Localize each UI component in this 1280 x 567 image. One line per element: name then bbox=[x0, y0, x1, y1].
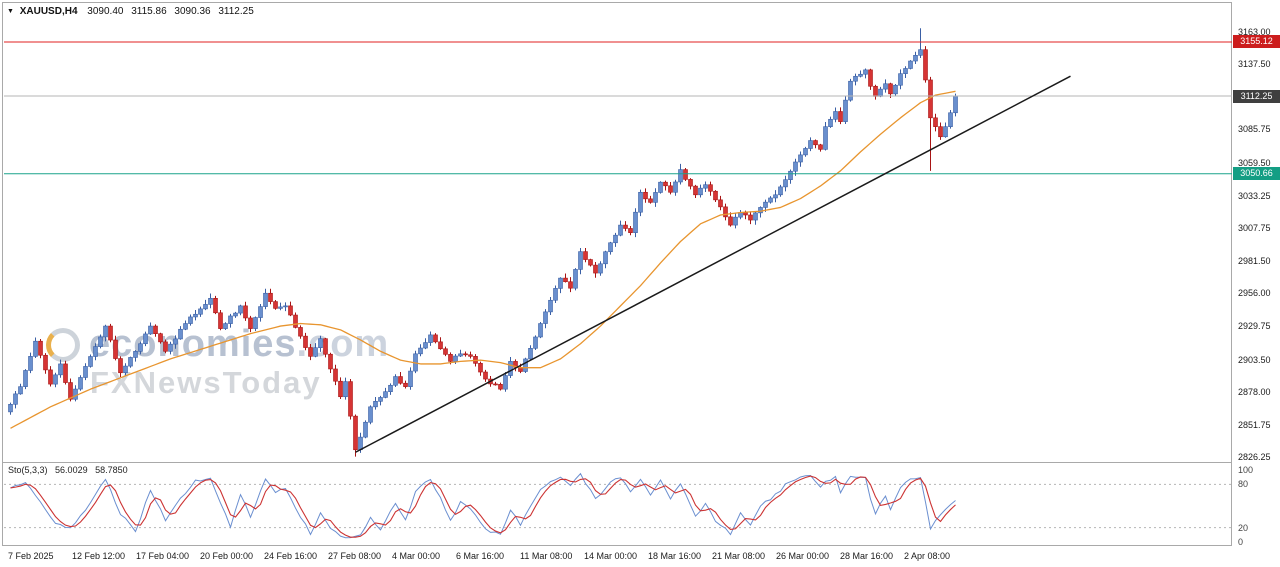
time-axis-label: 11 Mar 08:00 bbox=[520, 551, 573, 561]
indicator-label: Sto(5,3,3) 56.0029 58.7850 bbox=[8, 465, 128, 475]
time-axis-label: 7 Feb 2025 bbox=[8, 551, 54, 561]
time-axis-label: 4 Mar 00:00 bbox=[392, 551, 441, 561]
time-axis-label: 17 Feb 04:00 bbox=[136, 551, 190, 561]
resistance-price-label: 3155.12 bbox=[1233, 35, 1280, 49]
ohlc-high: 3115.86 bbox=[131, 6, 167, 17]
ohlc-close: 3112.25 bbox=[218, 6, 254, 17]
time-axis-label: 24 Feb 16:00 bbox=[264, 551, 318, 561]
price-axis-label: 2851.75 bbox=[1238, 419, 1271, 430]
watermark: economies.com FXNewsToday bbox=[46, 324, 389, 399]
time-axis[interactable]: 7 Feb 2025 12 Feb 12:00 17 Feb 04:00 20 Feb… bbox=[0, 551, 1280, 565]
ohlc-low: 3090.36 bbox=[174, 6, 211, 17]
symbol-name: XAUUSD,H4 bbox=[19, 6, 78, 17]
stochastic-level-label: 20 bbox=[1238, 522, 1249, 533]
chart-frame bbox=[2, 2, 1232, 546]
time-axis-label: 20 Feb 00:00 bbox=[200, 551, 254, 561]
time-axis-label: 2 Apr 08:00 bbox=[904, 551, 951, 561]
price-axis-label: 3085.75 bbox=[1238, 124, 1271, 135]
current-price-label: 3112.25 bbox=[1233, 89, 1280, 103]
watermark-logo-icon bbox=[46, 328, 80, 362]
support-price-label: 3050.66 bbox=[1233, 167, 1280, 181]
stochastic-level-label: 0 bbox=[1238, 537, 1244, 547]
indicator-name: Sto(5,3,3) bbox=[8, 465, 48, 475]
price-axis-label: 3137.50 bbox=[1238, 59, 1271, 70]
time-axis-label: 27 Feb 08:00 bbox=[328, 551, 382, 561]
time-axis-label: 14 Mar 00:00 bbox=[584, 551, 638, 561]
price-axis-label: 3033.25 bbox=[1238, 190, 1271, 201]
time-axis-label: 6 Mar 16:00 bbox=[456, 551, 505, 561]
stochastic-level-label: 100 bbox=[1238, 465, 1254, 475]
price-axis-label: 3059.50 bbox=[1238, 157, 1271, 168]
time-axis-label: 21 Mar 08:00 bbox=[712, 551, 766, 561]
price-axis-label: 2956.00 bbox=[1238, 288, 1271, 299]
price-axis-label: 3007.75 bbox=[1238, 222, 1271, 233]
ohlc-open: 3090.40 bbox=[87, 6, 124, 17]
indicator-value-d: 58.7850 bbox=[95, 465, 128, 475]
time-axis-label: 18 Mar 16:00 bbox=[648, 551, 702, 561]
indicator-value-k: 56.0029 bbox=[55, 465, 88, 475]
price-axis[interactable]: 3163.00 3137.50 3112.25 3085.75 3059.50 3033.… bbox=[1234, 0, 1280, 467]
stochastic-level-label: 80 bbox=[1238, 479, 1249, 490]
price-axis-label: 2981.50 bbox=[1238, 256, 1271, 267]
symbol-dropdown-icon[interactable]: ▼ bbox=[7, 8, 14, 15]
price-axis-label: 2929.75 bbox=[1238, 321, 1271, 332]
stochastic-axis: 100 80 20 0 bbox=[1234, 460, 1280, 550]
panel-separator bbox=[3, 462, 1232, 463]
price-axis-label: 2826.25 bbox=[1238, 452, 1271, 462]
symbol-info-bar: ▼ XAUUSD,H4 3090.40 3115.86 3090.36 3112… bbox=[7, 6, 259, 17]
time-axis-label: 12 Feb 12:00 bbox=[72, 551, 126, 561]
price-axis-label: 3163.00 bbox=[1238, 27, 1271, 37]
time-axis-label: 28 Mar 16:00 bbox=[840, 551, 894, 561]
price-axis-label: 2878.00 bbox=[1238, 386, 1271, 397]
watermark-brand: economies.com bbox=[46, 324, 389, 364]
watermark-tagline: FXNewsToday bbox=[90, 365, 322, 400]
price-axis-label: 2903.50 bbox=[1238, 354, 1271, 365]
time-axis-label: 26 Mar 00:00 bbox=[776, 551, 830, 561]
